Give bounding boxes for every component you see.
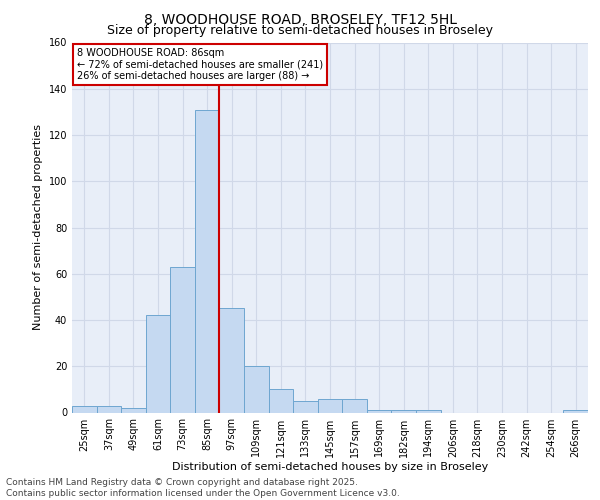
- X-axis label: Distribution of semi-detached houses by size in Broseley: Distribution of semi-detached houses by …: [172, 462, 488, 472]
- Bar: [367, 410, 391, 412]
- Bar: [563, 410, 588, 412]
- Bar: [293, 401, 318, 412]
- Bar: [72, 406, 97, 412]
- Bar: [269, 390, 293, 412]
- Bar: [220, 308, 244, 412]
- Bar: [416, 410, 440, 412]
- Bar: [121, 408, 146, 412]
- Bar: [244, 366, 269, 412]
- Bar: [391, 410, 416, 412]
- Text: Size of property relative to semi-detached houses in Broseley: Size of property relative to semi-detach…: [107, 24, 493, 37]
- Bar: [318, 398, 342, 412]
- Text: 8 WOODHOUSE ROAD: 86sqm
← 72% of semi-detached houses are smaller (241)
26% of s: 8 WOODHOUSE ROAD: 86sqm ← 72% of semi-de…: [77, 48, 323, 81]
- Bar: [342, 398, 367, 412]
- Bar: [97, 406, 121, 412]
- Bar: [170, 267, 195, 412]
- Bar: [146, 316, 170, 412]
- Y-axis label: Number of semi-detached properties: Number of semi-detached properties: [33, 124, 43, 330]
- Text: 8, WOODHOUSE ROAD, BROSELEY, TF12 5HL: 8, WOODHOUSE ROAD, BROSELEY, TF12 5HL: [143, 12, 457, 26]
- Bar: [195, 110, 220, 412]
- Text: Contains HM Land Registry data © Crown copyright and database right 2025.
Contai: Contains HM Land Registry data © Crown c…: [6, 478, 400, 498]
